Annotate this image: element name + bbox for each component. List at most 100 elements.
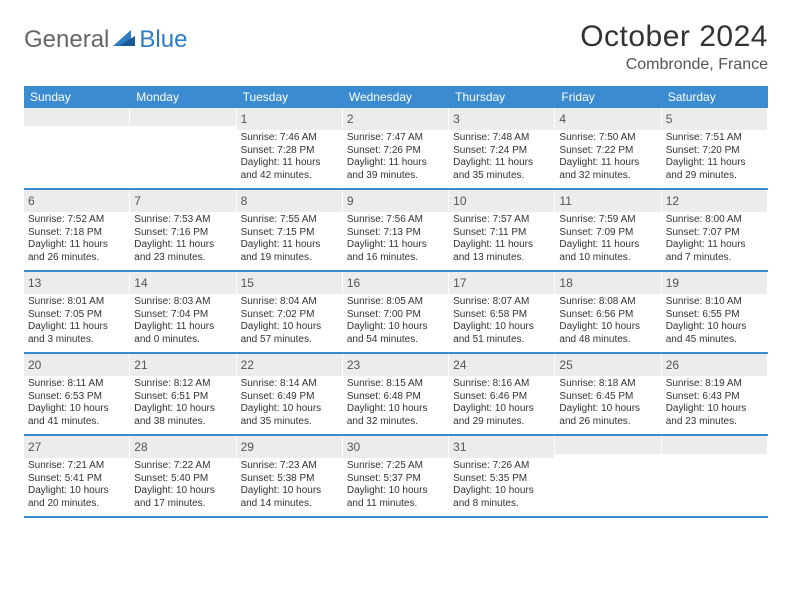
sunrise-text: Sunrise: 7:57 AM (453, 214, 550, 227)
day-number: 14 (134, 276, 147, 290)
daylight-text: and 39 minutes. (347, 170, 444, 183)
dow-label: Tuesday (237, 86, 343, 108)
calendar-cell: 16Sunrise: 8:05 AMSunset: 7:00 PMDayligh… (343, 272, 449, 352)
daynum-bar: 18 (555, 272, 660, 294)
daylight-text: Daylight: 11 hours (347, 157, 444, 170)
sunset-text: Sunset: 6:48 PM (347, 391, 444, 404)
sunrise-text: Sunrise: 8:10 AM (666, 296, 763, 309)
daynum-bar: 4 (555, 108, 660, 130)
calendar-cell: 14Sunrise: 8:03 AMSunset: 7:04 PMDayligh… (130, 272, 236, 352)
calendar-cell: 22Sunrise: 8:14 AMSunset: 6:49 PMDayligh… (237, 354, 343, 434)
day-number: 25 (559, 358, 572, 372)
sunrise-text: Sunrise: 8:14 AM (241, 378, 338, 391)
sunrise-text: Sunrise: 7:48 AM (453, 132, 550, 145)
daylight-text: and 48 minutes. (559, 334, 656, 347)
day-number: 11 (559, 194, 571, 208)
daylight-text: Daylight: 11 hours (28, 321, 125, 334)
day-number: 2 (347, 112, 354, 126)
sunset-text: Sunset: 7:13 PM (347, 227, 444, 240)
daylight-text: and 41 minutes. (28, 416, 125, 429)
location-subtitle: Combronde, France (580, 56, 768, 74)
sunset-text: Sunset: 7:04 PM (134, 309, 231, 322)
daylight-text: Daylight: 10 hours (559, 403, 656, 416)
daylight-text: Daylight: 11 hours (28, 239, 125, 252)
daynum-bar: 20 (24, 354, 129, 376)
sunrise-text: Sunrise: 8:19 AM (666, 378, 763, 391)
day-number: 29 (241, 440, 254, 454)
daylight-text: and 38 minutes. (134, 416, 231, 429)
day-number: 23 (347, 358, 360, 372)
calendar-cell: 19Sunrise: 8:10 AMSunset: 6:55 PMDayligh… (662, 272, 768, 352)
sunrise-text: Sunrise: 8:12 AM (134, 378, 231, 391)
sunset-text: Sunset: 7:09 PM (559, 227, 656, 240)
week-row: 20Sunrise: 8:11 AMSunset: 6:53 PMDayligh… (24, 354, 768, 436)
week-row: 1Sunrise: 7:46 AMSunset: 7:28 PMDaylight… (24, 108, 768, 190)
sunset-text: Sunset: 6:58 PM (453, 309, 550, 322)
daylight-text: and 26 minutes. (28, 252, 125, 265)
daynum-bar: 13 (24, 272, 129, 294)
dow-label: Wednesday (343, 86, 449, 108)
sunset-text: Sunset: 6:46 PM (453, 391, 550, 404)
day-number: 31 (453, 440, 466, 454)
calendar-cell (555, 436, 661, 516)
sunrise-text: Sunrise: 7:51 AM (666, 132, 763, 145)
sunrise-text: Sunrise: 8:11 AM (28, 378, 125, 391)
dow-label: Friday (555, 86, 661, 108)
day-number: 22 (241, 358, 254, 372)
daylight-text: Daylight: 10 hours (453, 485, 550, 498)
calendar-cell: 24Sunrise: 8:16 AMSunset: 6:46 PMDayligh… (449, 354, 555, 434)
sunrise-text: Sunrise: 8:15 AM (347, 378, 444, 391)
daylight-text: Daylight: 10 hours (347, 321, 444, 334)
day-number: 27 (28, 440, 41, 454)
week-row: 27Sunrise: 7:21 AMSunset: 5:41 PMDayligh… (24, 436, 768, 518)
daynum-bar (24, 108, 129, 126)
daylight-text: and 57 minutes. (241, 334, 338, 347)
sunset-text: Sunset: 6:51 PM (134, 391, 231, 404)
calendar-cell: 7Sunrise: 7:53 AMSunset: 7:16 PMDaylight… (130, 190, 236, 270)
daylight-text: Daylight: 10 hours (347, 485, 444, 498)
day-number: 17 (453, 276, 466, 290)
daylight-text: Daylight: 10 hours (241, 403, 338, 416)
calendar-cell: 27Sunrise: 7:21 AMSunset: 5:41 PMDayligh… (24, 436, 130, 516)
daylight-text: Daylight: 10 hours (453, 403, 550, 416)
sunset-text: Sunset: 5:38 PM (241, 473, 338, 486)
calendar-cell: 6Sunrise: 7:52 AMSunset: 7:18 PMDaylight… (24, 190, 130, 270)
daynum-bar (130, 108, 235, 126)
dow-label: Thursday (449, 86, 555, 108)
daylight-text: Daylight: 11 hours (453, 239, 550, 252)
sunset-text: Sunset: 7:16 PM (134, 227, 231, 240)
sunset-text: Sunset: 6:55 PM (666, 309, 763, 322)
sunset-text: Sunset: 6:43 PM (666, 391, 763, 404)
daynum-bar: 1 (237, 108, 342, 130)
daynum-bar: 17 (449, 272, 554, 294)
daynum-bar: 10 (449, 190, 554, 212)
sunset-text: Sunset: 7:05 PM (28, 309, 125, 322)
daynum-bar: 5 (662, 108, 767, 130)
daylight-text: Daylight: 10 hours (453, 321, 550, 334)
daylight-text: and 23 minutes. (666, 416, 763, 429)
calendar-cell: 31Sunrise: 7:26 AMSunset: 5:35 PMDayligh… (449, 436, 555, 516)
daylight-text: Daylight: 10 hours (559, 321, 656, 334)
week-row: 13Sunrise: 8:01 AMSunset: 7:05 PMDayligh… (24, 272, 768, 354)
day-number: 9 (347, 194, 354, 208)
daylight-text: and 7 minutes. (666, 252, 763, 265)
brand-text-2: Blue (139, 26, 187, 54)
calendar-cell: 20Sunrise: 8:11 AMSunset: 6:53 PMDayligh… (24, 354, 130, 434)
day-number: 26 (666, 358, 679, 372)
sunset-text: Sunset: 7:11 PM (453, 227, 550, 240)
daynum-bar: 21 (130, 354, 235, 376)
daylight-text: Daylight: 10 hours (28, 403, 125, 416)
calendar-cell (130, 108, 236, 188)
daylight-text: and 10 minutes. (559, 252, 656, 265)
sunset-text: Sunset: 5:41 PM (28, 473, 125, 486)
daylight-text: Daylight: 11 hours (241, 239, 338, 252)
daylight-text: and 35 minutes. (453, 170, 550, 183)
daylight-text: and 32 minutes. (347, 416, 444, 429)
daylight-text: Daylight: 10 hours (241, 485, 338, 498)
daylight-text: Daylight: 10 hours (347, 403, 444, 416)
daylight-text: Daylight: 10 hours (134, 485, 231, 498)
daylight-text: and 20 minutes. (28, 498, 125, 511)
calendar-cell: 30Sunrise: 7:25 AMSunset: 5:37 PMDayligh… (343, 436, 449, 516)
day-number: 1 (241, 112, 248, 126)
calendar-cell: 28Sunrise: 7:22 AMSunset: 5:40 PMDayligh… (130, 436, 236, 516)
